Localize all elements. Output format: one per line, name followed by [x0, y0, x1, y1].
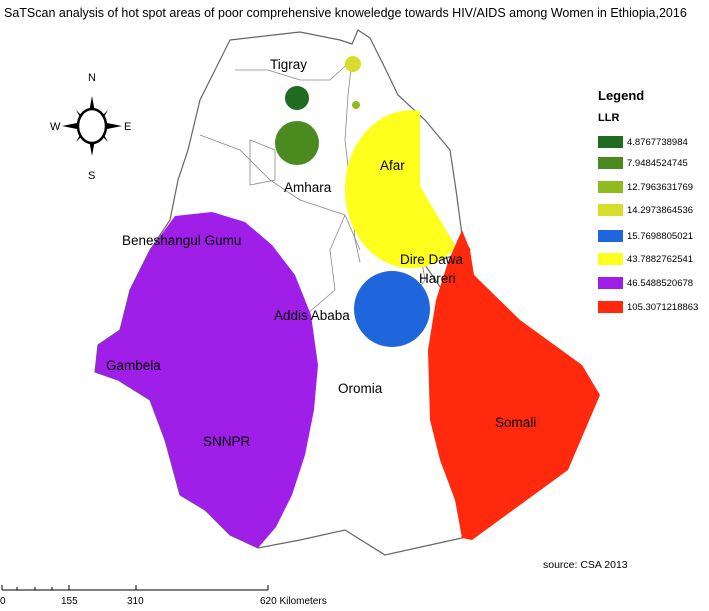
legend-item: 15.7698805021 [598, 229, 693, 243]
legend-swatch [598, 230, 623, 242]
label-addis-ababa: Addis Ababa [274, 308, 350, 323]
legend-title: Legend [598, 88, 645, 103]
cluster-llr-15.77 [354, 271, 430, 347]
legend-label: 46.5488520678 [627, 277, 694, 289]
legend-item: 43.7882762541 [598, 252, 693, 266]
legend-label: 105.3071218863 [627, 301, 699, 313]
legend-label: 15.7698805021 [627, 230, 694, 242]
legend-item: 105.3071218863 [598, 300, 698, 314]
compass-n-label: N [88, 72, 96, 84]
label-gambela: Gambela [106, 358, 161, 373]
legend-label: 14.2973864536 [627, 204, 694, 216]
legend-swatch [598, 136, 623, 148]
label-beneshangul: Beneshangul Gumu [122, 233, 241, 248]
scale-label-620: 620 Kilometers [260, 596, 327, 607]
legend-swatch [598, 277, 623, 289]
legend-item: 46.5488520678 [598, 276, 693, 290]
legend-label: 43.7882762541 [627, 253, 694, 265]
legend-subtitle: LLR [598, 112, 620, 124]
cluster-llr-7.95 [275, 121, 319, 165]
map-title: SaTScan analysis of hot spot areas of po… [4, 6, 687, 20]
label-dire-dawa: Dire Dawa [400, 252, 464, 267]
cluster-llr-12.80 [352, 101, 360, 109]
legend-item: 14.2973864536 [598, 203, 693, 217]
source-note: source: CSA 2013 [543, 559, 628, 571]
legend-label: 4.8767738984 [627, 136, 688, 148]
label-afar: Afar [380, 158, 405, 173]
label-hareri: Hareri [419, 271, 456, 286]
legend-swatch [598, 181, 623, 193]
scale-label-310: 310 [127, 596, 144, 607]
cluster-llr-14.30 [345, 56, 361, 72]
compass-w-label: W [50, 121, 61, 133]
legend-swatch [598, 204, 623, 216]
legend-swatch [598, 253, 623, 265]
legend-label: 7.9484524745 [627, 157, 688, 169]
legend-item: 12.7963631769 [598, 180, 693, 194]
label-amhara: Amhara [284, 180, 332, 195]
legend-item: 7.9484524745 [598, 156, 688, 170]
cluster-llr-105.31 [428, 230, 600, 540]
cluster-llr-46.55 [95, 212, 318, 548]
cluster-llr-4.87 [285, 86, 309, 110]
label-snnpr: SNNPR [203, 434, 251, 449]
compass-s-label: S [88, 170, 95, 182]
scale-label-155: 155 [61, 596, 78, 607]
compass-e-label: E [124, 121, 131, 133]
label-somali: Somali [495, 415, 536, 430]
scale-label-0: 0 [0, 596, 6, 607]
legend-item: 4.8767738984 [598, 135, 688, 149]
cluster-llr-43.79 [344, 110, 456, 269]
label-tigray: Tigray [270, 57, 307, 72]
legend-swatch [598, 301, 623, 313]
legend-label: 12.7963631769 [627, 181, 694, 193]
label-oromia: Oromia [338, 381, 383, 396]
scale-bar [1, 585, 269, 591]
legend-swatch [598, 157, 623, 169]
north-arrow-compass-icon [62, 96, 122, 156]
